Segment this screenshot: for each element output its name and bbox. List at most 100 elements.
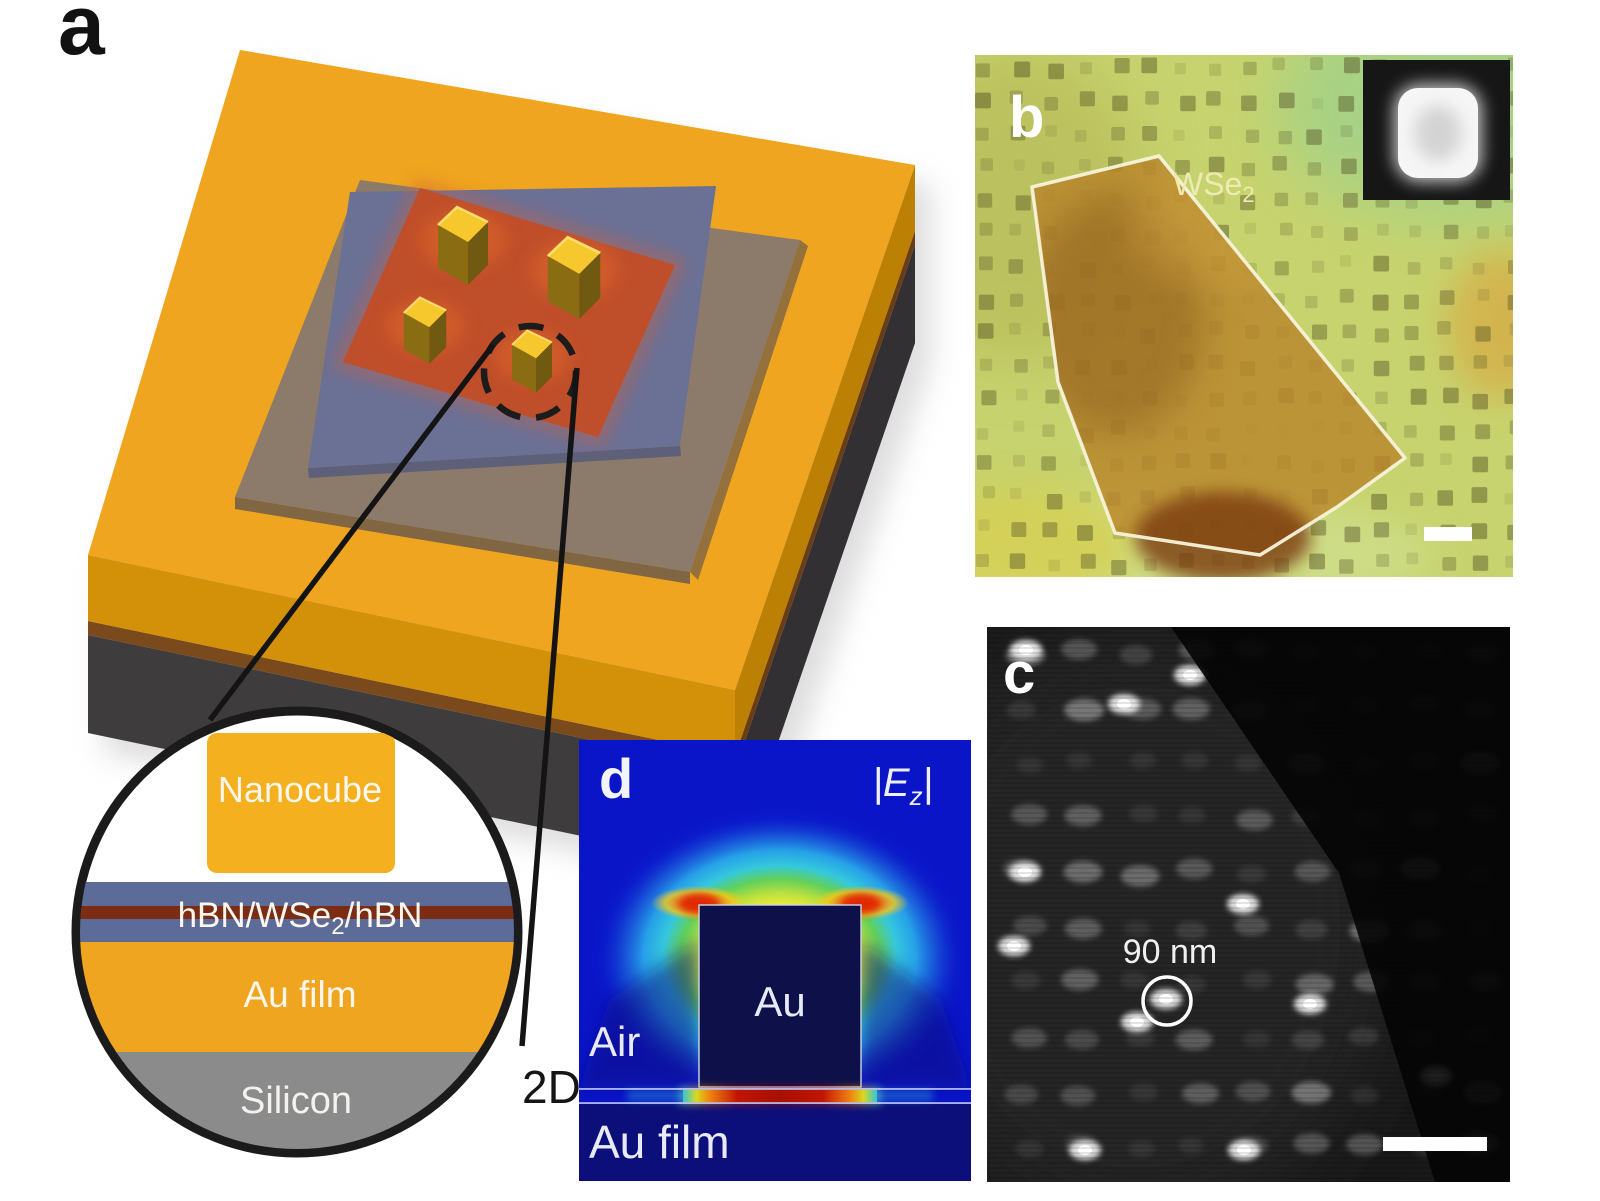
array-grid-square	[1439, 425, 1455, 441]
array-grid-square	[1175, 160, 1190, 175]
array-grid-square	[1507, 524, 1513, 541]
array-grid-square	[1472, 262, 1485, 275]
array-grid-square	[1473, 355, 1488, 369]
array-grid-square	[1344, 526, 1361, 543]
interlayer-edge	[88, 231, 915, 770]
array-grid-square	[1306, 129, 1322, 145]
nanocube-highlight	[437, 205, 489, 226]
array-grid-square	[1373, 360, 1390, 377]
array-grid-square	[1244, 222, 1256, 235]
nanocube-highlight	[511, 329, 553, 346]
array-grid-square	[1404, 425, 1417, 438]
array-grid-square	[1079, 491, 1091, 503]
array-grid-square	[1374, 328, 1389, 343]
array-grid-square	[1080, 62, 1092, 75]
panel-b-scale-bar	[1424, 527, 1472, 541]
highlight-circle	[1141, 975, 1193, 1027]
au-film-label: Au film	[589, 1116, 730, 1168]
array-grid-square	[1305, 192, 1318, 206]
array-grid-square	[1440, 257, 1453, 270]
array-grid-square	[1472, 456, 1489, 473]
array-grid-square	[1407, 262, 1421, 275]
array-grid-square	[1010, 487, 1022, 500]
gold-nanocube	[546, 235, 601, 320]
array-grid-square	[1278, 130, 1292, 145]
array-grid-square	[977, 193, 993, 208]
gold-nanocube	[511, 329, 553, 393]
silicon-side-right	[735, 245, 915, 868]
array-grid-square	[1279, 92, 1295, 109]
inset-wse2-stripe	[80, 906, 514, 919]
yellow-tint	[975, 490, 1135, 577]
array-grid-square	[1111, 126, 1125, 141]
flake-label-pre: WSe	[1173, 166, 1242, 202]
array-grid-square	[1472, 555, 1489, 571]
array-grid-square	[1010, 293, 1024, 307]
array-grid-square	[1079, 159, 1091, 171]
array-grid-square	[1174, 62, 1187, 75]
array-grid-square	[1437, 321, 1451, 335]
stack-label-post: /hBN	[345, 896, 423, 935]
flake-outline	[1030, 154, 1407, 557]
orange-tint	[1448, 250, 1513, 400]
array-grid-square	[979, 256, 993, 271]
array-grid-square	[1443, 387, 1459, 404]
array-grid-square	[1272, 57, 1285, 70]
array-grid-square	[1307, 162, 1322, 176]
array-grid-square	[1043, 356, 1056, 369]
array-grid-square	[1046, 494, 1063, 510]
array-grid-square	[979, 222, 993, 236]
array-grid-square	[1372, 294, 1389, 311]
gap-cyan-right	[875, 1090, 933, 1101]
dark-flank-left	[579, 940, 699, 1088]
array-grid-square	[1013, 420, 1025, 432]
array-grid-square	[1041, 456, 1056, 471]
cube-material-label: Au	[754, 978, 805, 1025]
array-grid-square	[1206, 91, 1221, 106]
panel-d-label: d	[599, 747, 633, 810]
nanocube-face	[579, 252, 601, 320]
array-grid-square	[1008, 259, 1023, 274]
array-grid-square	[977, 323, 994, 339]
nanocube-face	[536, 342, 552, 393]
size-annotation: 90 nm	[1123, 933, 1218, 971]
interlayer-right	[735, 231, 915, 770]
array-grid-square	[1111, 560, 1127, 576]
array-grid-square	[1010, 125, 1026, 141]
interlayer-left	[88, 621, 735, 770]
callout-line-right	[519, 367, 580, 1047]
array-grid-square	[1409, 355, 1425, 371]
array-grid-square	[1409, 492, 1424, 506]
array-grid-square	[1009, 553, 1026, 569]
nanocube-face	[429, 310, 447, 364]
array-grid-square	[1009, 223, 1021, 236]
array-grid-square	[1241, 95, 1257, 111]
array-grid-square	[1141, 57, 1158, 74]
array-grid-square	[1377, 223, 1389, 236]
panel-d-simulation: d |Ez| Au Air Au film	[579, 740, 971, 1181]
nanocube-face	[512, 330, 552, 359]
array-grid-square	[1014, 61, 1031, 78]
array-grid-square	[1471, 487, 1488, 503]
2d-layer-line-bottom	[579, 1102, 971, 1104]
nanocube-sem-inset	[1363, 60, 1510, 200]
array-grid-square	[1505, 455, 1513, 470]
gold-side-left	[88, 555, 735, 756]
panel-c-scale-bar	[1383, 1137, 1487, 1151]
array-grid-square	[1341, 359, 1354, 372]
array-grid-square	[1145, 91, 1159, 105]
inset-nanocube	[207, 733, 395, 873]
nanocube-face	[438, 225, 468, 285]
substrate-edge	[235, 497, 690, 584]
array-grid-square	[1310, 520, 1327, 536]
array-grid-square	[1477, 226, 1490, 239]
array-grid-square	[1475, 424, 1491, 440]
air-label: Air	[589, 1018, 640, 1065]
array-grid-square	[1079, 91, 1095, 107]
array-grid-square	[1209, 126, 1222, 139]
layer-2d-label: 2D	[522, 1061, 581, 1113]
array-grid-square	[1209, 63, 1222, 76]
substrate-edge-right	[690, 240, 808, 580]
nanocube-face	[547, 256, 580, 320]
